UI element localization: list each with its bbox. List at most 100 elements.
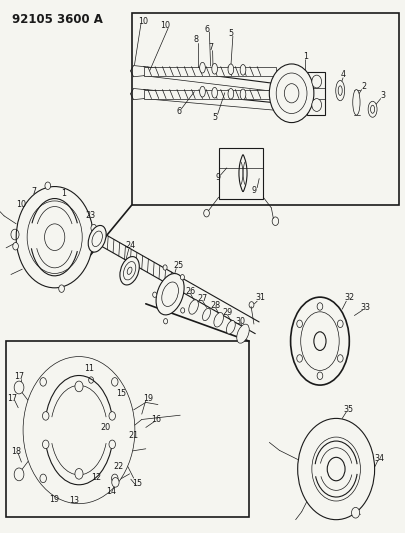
Circle shape [14, 381, 24, 394]
Text: 13: 13 [69, 496, 79, 505]
Ellipse shape [120, 256, 139, 285]
Text: 35: 35 [343, 405, 353, 414]
Ellipse shape [338, 86, 342, 95]
Ellipse shape [214, 312, 224, 327]
Text: 6: 6 [205, 25, 210, 34]
Circle shape [163, 265, 167, 270]
Bar [47, 274, 63, 284]
Circle shape [32, 369, 126, 491]
Circle shape [276, 73, 307, 114]
Circle shape [297, 320, 303, 327]
Circle shape [23, 357, 135, 504]
Bar [45, 191, 65, 203]
Circle shape [312, 437, 360, 501]
Bar [144, 90, 276, 99]
Text: 17: 17 [7, 394, 17, 402]
Circle shape [68, 415, 90, 445]
Ellipse shape [301, 312, 339, 370]
Ellipse shape [353, 90, 360, 115]
Text: 20: 20 [100, 423, 110, 432]
Ellipse shape [228, 64, 234, 75]
Circle shape [298, 418, 375, 520]
Circle shape [337, 320, 343, 327]
Circle shape [109, 411, 115, 420]
Ellipse shape [290, 297, 349, 385]
Text: 11: 11 [84, 365, 94, 373]
Circle shape [180, 274, 184, 280]
Circle shape [75, 469, 83, 479]
Text: 5: 5 [213, 113, 217, 122]
Text: 14: 14 [107, 487, 116, 496]
Ellipse shape [336, 80, 345, 101]
Bar [219, 148, 263, 199]
Ellipse shape [189, 300, 198, 314]
Text: 30: 30 [236, 317, 245, 326]
Text: 9: 9 [216, 173, 221, 182]
Text: 29: 29 [222, 309, 233, 317]
Ellipse shape [228, 88, 234, 99]
Text: 17: 17 [14, 373, 24, 381]
Ellipse shape [202, 308, 211, 321]
Text: 5: 5 [228, 29, 233, 37]
Circle shape [46, 386, 112, 474]
Ellipse shape [371, 106, 375, 114]
Circle shape [164, 319, 168, 324]
Circle shape [327, 457, 345, 481]
Text: 1: 1 [303, 52, 308, 61]
Circle shape [40, 474, 47, 483]
Text: 16: 16 [151, 415, 161, 424]
Circle shape [16, 187, 93, 288]
Ellipse shape [88, 225, 106, 252]
Circle shape [111, 474, 118, 483]
Circle shape [312, 99, 322, 111]
Text: 32: 32 [344, 294, 354, 302]
Ellipse shape [240, 64, 246, 75]
Text: 7: 7 [32, 187, 37, 196]
Text: 19: 19 [50, 495, 60, 504]
Text: 25: 25 [173, 261, 183, 270]
Text: 22: 22 [113, 462, 124, 471]
Circle shape [13, 243, 18, 250]
Bar [69, 473, 89, 483]
Text: 23: 23 [86, 211, 96, 220]
Text: 15: 15 [117, 390, 126, 398]
Text: 92105 3600 A: 92105 3600 A [12, 13, 103, 26]
Text: 24: 24 [126, 241, 135, 250]
Circle shape [91, 224, 97, 232]
Text: 4: 4 [341, 70, 346, 79]
Text: 3: 3 [381, 92, 386, 100]
Bar [132, 13, 399, 205]
Ellipse shape [368, 101, 377, 117]
Text: 28: 28 [211, 301, 220, 310]
Text: 19: 19 [143, 394, 153, 402]
Circle shape [112, 478, 119, 487]
Text: 31: 31 [255, 294, 265, 302]
Text: 10: 10 [138, 17, 148, 26]
Circle shape [14, 468, 24, 481]
Circle shape [75, 381, 83, 392]
Bar [6, 341, 249, 517]
Circle shape [269, 64, 314, 123]
Circle shape [317, 372, 323, 379]
Text: 10: 10 [16, 200, 26, 208]
Text: 27: 27 [197, 294, 208, 303]
Circle shape [40, 377, 47, 386]
Ellipse shape [240, 89, 246, 100]
Circle shape [297, 355, 303, 362]
Circle shape [352, 507, 360, 518]
Circle shape [45, 182, 51, 189]
Circle shape [317, 303, 323, 310]
Ellipse shape [226, 320, 235, 334]
Text: 18: 18 [11, 447, 21, 456]
Ellipse shape [314, 332, 326, 351]
Circle shape [43, 411, 49, 420]
Circle shape [109, 440, 115, 449]
Circle shape [181, 308, 185, 313]
Ellipse shape [162, 282, 179, 306]
Ellipse shape [124, 262, 136, 280]
Bar [67, 373, 91, 386]
Circle shape [59, 285, 64, 293]
Text: 33: 33 [361, 303, 371, 312]
Ellipse shape [92, 231, 102, 247]
Circle shape [337, 355, 343, 362]
